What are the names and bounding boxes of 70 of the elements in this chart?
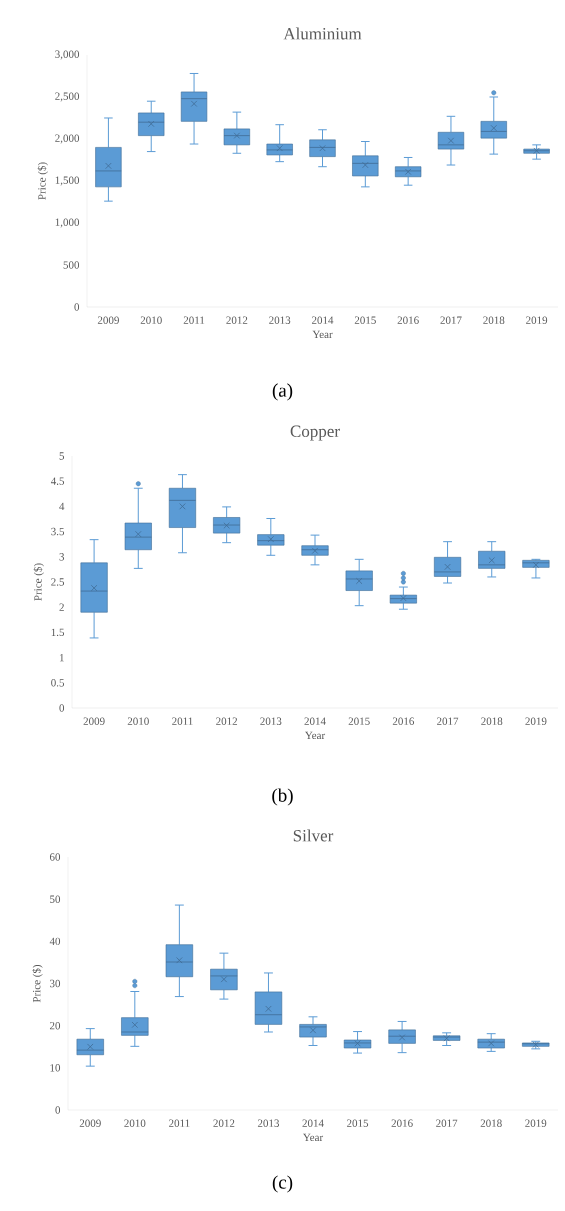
- y-tick-label: 3.5: [51, 527, 65, 536]
- y-tick-label: 2.5: [51, 578, 65, 586]
- y-axis-title: Price ($): [33, 563, 44, 601]
- x-tick-label: 2019: [525, 1119, 547, 1127]
- y-axis-title: Price ($): [32, 964, 43, 1003]
- y-tick-label: 20: [49, 1021, 61, 1030]
- y-tick-label: 2,000: [55, 134, 80, 144]
- x-tick-label: 2019: [525, 717, 547, 725]
- x-tick-label: 2015: [354, 316, 376, 324]
- y-tick-label: 1,500: [55, 176, 80, 186]
- y-tick-label: 30: [50, 979, 61, 988]
- text: (c): [272, 1175, 293, 1193]
- y-tick-label: 1.5: [51, 628, 65, 637]
- y-axis-title: Price ($): [37, 162, 48, 200]
- x-tick-label: 2015: [348, 717, 370, 725]
- y-tick-label: 0: [55, 1106, 61, 1114]
- x-tick-label: 2012: [216, 717, 238, 725]
- x-tick-label: 2014: [304, 717, 326, 725]
- y-tick-label: 3: [59, 553, 65, 561]
- y-tick-label: 500: [63, 261, 80, 269]
- text: (b): [272, 788, 293, 806]
- x-tick-label: 2016: [392, 717, 415, 725]
- y-tick-label: 0.5: [51, 679, 65, 687]
- y-tick-label: 1: [59, 653, 64, 662]
- x-tick-label: 2010: [140, 316, 162, 324]
- x-axis-title: Year: [302, 1133, 324, 1142]
- x-tick-label: 2016: [391, 1119, 413, 1127]
- x-tick-label: 2013: [260, 717, 282, 725]
- x-tick-label: 2014: [302, 1119, 324, 1127]
- x-tick-label: 2017: [436, 1119, 458, 1127]
- x-axis-title: Year: [304, 731, 326, 740]
- y-tick-label: 4.5: [50, 477, 65, 485]
- y-tick-label: 0: [59, 704, 65, 712]
- x-tick-label: 2012: [226, 316, 248, 324]
- y-tick-label: 10: [50, 1064, 61, 1072]
- x-tick-label: 2015: [347, 1119, 369, 1127]
- y-tick-label: 3,000: [55, 50, 80, 60]
- x-tick-label: 2016: [397, 316, 419, 324]
- x-tick-label: 2011: [169, 1119, 190, 1127]
- x-tick-label: 2011: [183, 316, 205, 324]
- x-tick-label: 2012: [213, 1119, 235, 1127]
- y-tick-label: 50: [50, 895, 61, 903]
- chart-title: Aluminium: [283, 27, 362, 40]
- x-tick-label: 2017: [440, 316, 462, 324]
- y-tick-label: 2: [59, 603, 64, 611]
- y-tick-label: 2,500: [55, 92, 80, 102]
- x-tick-label: 2017: [437, 717, 459, 725]
- x-tick-label: 2018: [480, 1119, 502, 1127]
- y-tick-label: 40: [49, 937, 61, 946]
- x-tick-label: 2009: [97, 316, 119, 324]
- x-tick-label: 2010: [124, 1119, 146, 1127]
- text: (a): [272, 383, 293, 401]
- x-tick-label: 2018: [483, 316, 505, 324]
- x-tick-label: 2014: [311, 316, 334, 324]
- y-tick-label: 5: [59, 452, 65, 460]
- x-tick-label: 2019: [526, 316, 548, 324]
- y-tick-label: 60: [49, 853, 61, 861]
- x-tick-label: 2009: [79, 1119, 101, 1127]
- x-tick-label: 2018: [481, 717, 503, 725]
- x-tick-label: 2013: [257, 1119, 280, 1127]
- x-tick-label: 2013: [269, 316, 291, 324]
- x-tick-label: 2010: [127, 717, 149, 725]
- x-axis-title: Year: [312, 330, 333, 339]
- y-tick-label: 4: [59, 502, 65, 511]
- x-tick-label: 2011: [172, 717, 193, 725]
- x-tick-label: 2009: [83, 717, 105, 725]
- y-tick-label: 0: [74, 303, 80, 311]
- chart-title: Copper: [290, 425, 340, 441]
- chart-title: Silver: [293, 829, 334, 842]
- y-tick-label: 1,000: [55, 218, 80, 228]
